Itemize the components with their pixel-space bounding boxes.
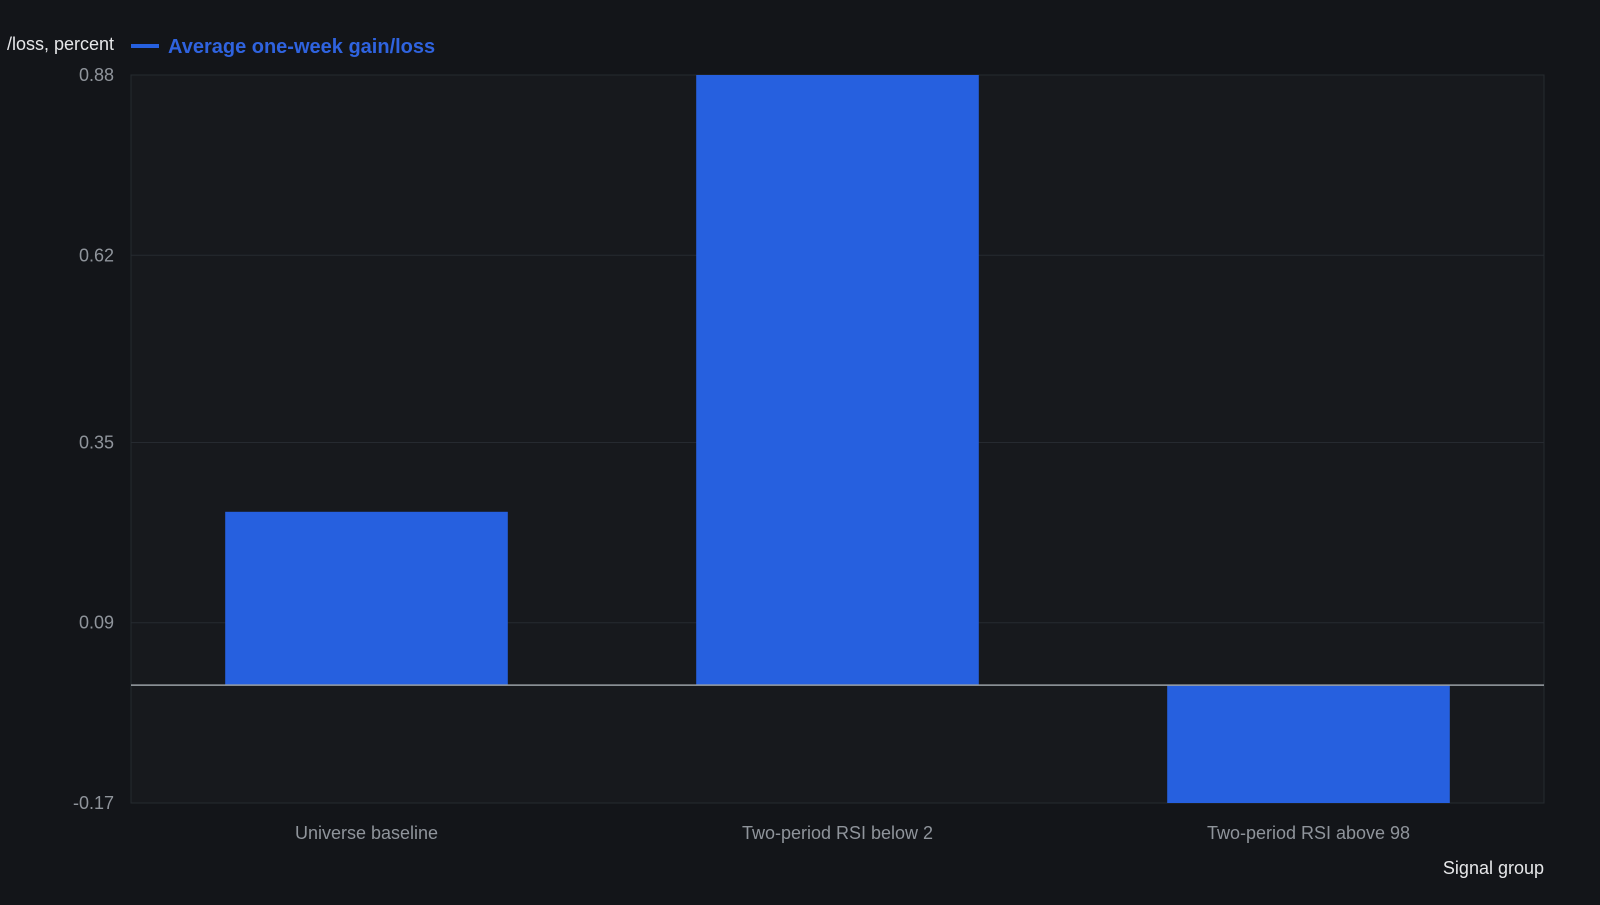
bar — [1167, 685, 1450, 803]
y-tick-label: 0.09 — [79, 613, 114, 633]
x-tick-label: Two-period RSI below 2 — [742, 823, 933, 843]
bar — [696, 75, 979, 686]
x-tick-label: Two-period RSI above 98 — [1207, 823, 1410, 843]
legend-label: Average one-week gain/loss — [168, 36, 435, 58]
y-axis-title: /loss, percent — [7, 34, 114, 54]
y-tick-label: 0.62 — [79, 245, 114, 265]
bar — [225, 511, 508, 686]
legend: Average one-week gain/loss — [131, 36, 435, 58]
y-tick-label: 0.35 — [79, 432, 114, 452]
x-axis-ticks: Universe baseline Two-period RSI below 2 T… — [295, 823, 1410, 843]
x-axis-title: Signal group — [1443, 858, 1544, 878]
x-tick-label: Universe baseline — [295, 823, 438, 843]
y-tick-label: 0.88 — [79, 65, 114, 85]
bars — [225, 75, 1450, 803]
y-axis-ticks: 0.88 0.62 0.35 0.09 -0.17 — [73, 65, 114, 813]
y-tick-label: -0.17 — [73, 793, 114, 813]
